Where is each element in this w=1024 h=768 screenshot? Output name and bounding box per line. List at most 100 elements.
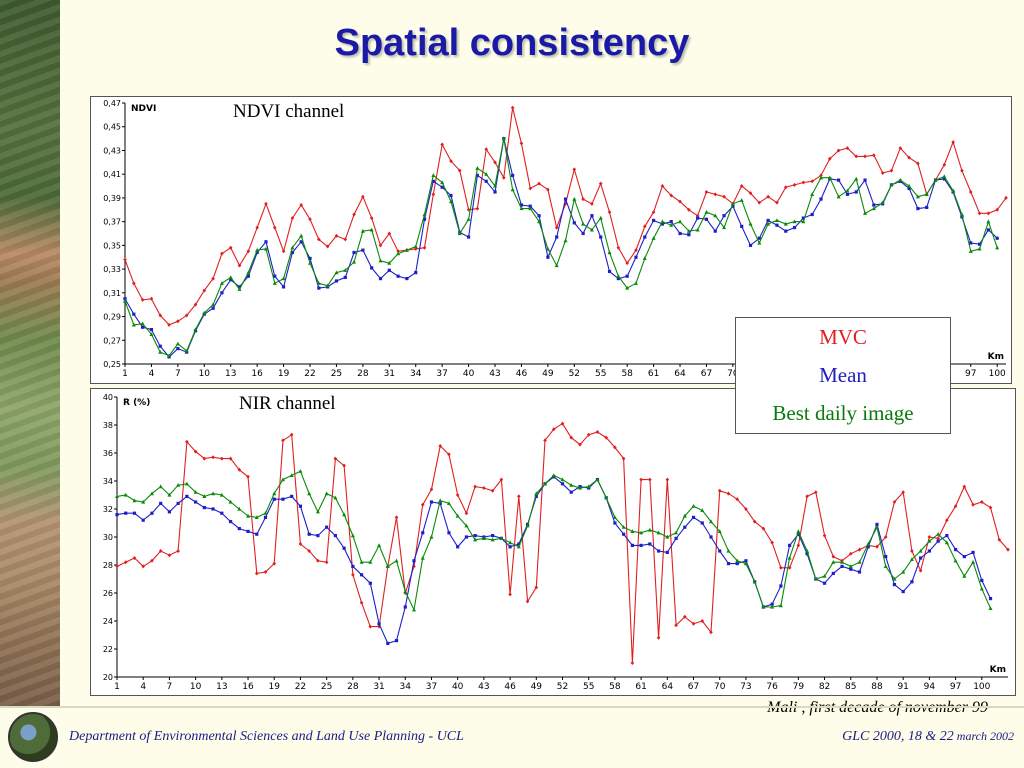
- ndvi-data-point: [783, 221, 788, 226]
- ndvi-data-point: [986, 219, 991, 224]
- nir-data-point: [883, 535, 888, 539]
- nir-data-point: [438, 444, 443, 448]
- ndvi-data-point: [457, 168, 462, 173]
- ndvi-data-point: [590, 201, 594, 206]
- footer-event-date: march 2002: [953, 729, 1014, 743]
- nir-data-point: [246, 474, 250, 479]
- nir-y-tick-label: 26: [103, 589, 113, 598]
- ndvi-data-point: [995, 207, 999, 212]
- ndvi-data-point: [299, 203, 303, 208]
- nir-data-point: [534, 491, 539, 496]
- ndvi-data-point: [845, 188, 850, 193]
- nir-data-point: [159, 501, 163, 505]
- ndvi-data-point: [686, 228, 691, 233]
- ndvi-data-point: [554, 225, 559, 230]
- nir-x-tick-label: 37: [426, 682, 437, 692]
- ndvi-data-point: [775, 223, 779, 227]
- ndvi-data-point: [748, 221, 753, 226]
- ndvi-data-point: [801, 180, 806, 185]
- nir-data-point: [237, 467, 242, 472]
- ndvi-data-point: [211, 276, 215, 281]
- nir-x-tick-label: 100: [973, 682, 990, 692]
- nir-x-axis-label: Km: [990, 665, 1006, 675]
- nir-data-point: [901, 569, 906, 574]
- nir-data-point: [665, 550, 669, 554]
- nir-data-point: [936, 539, 940, 543]
- ndvi-data-point: [642, 256, 647, 261]
- ndvi-x-tick-label: 4: [149, 369, 155, 379]
- nir-data-point: [700, 508, 705, 512]
- nir-data-point: [849, 567, 853, 571]
- ndvi-x-tick-label: 40: [463, 369, 475, 379]
- ndvi-data-point: [220, 291, 224, 295]
- nir-data-point: [150, 558, 154, 563]
- nir-data-point: [543, 481, 548, 486]
- nir-x-tick-label: 22: [295, 682, 306, 692]
- nir-data-point: [586, 484, 591, 489]
- nir-data-point: [316, 534, 320, 538]
- nir-data-point: [508, 545, 512, 549]
- nir-data-point: [124, 511, 128, 515]
- ndvi-y-tick-label: 0,27: [103, 336, 121, 345]
- nir-data-point: [936, 536, 940, 541]
- ndvi-data-point: [229, 278, 233, 282]
- ndvi-data-point: [969, 241, 973, 245]
- ndvi-x-tick-label: 64: [674, 369, 686, 379]
- nir-series-line: [116, 422, 1009, 664]
- nir-x-tick-label: 43: [478, 682, 489, 692]
- ndvi-data-point: [246, 249, 251, 254]
- nir-data-point: [228, 456, 233, 461]
- nir-data-point: [971, 502, 975, 507]
- ndvi-data-point: [502, 175, 506, 180]
- nir-x-tick-label: 49: [531, 682, 543, 692]
- nir-data-point: [351, 572, 355, 577]
- ndvi-data-point: [792, 219, 797, 224]
- ndvi-data-point: [783, 185, 788, 190]
- ndvi-x-tick-label: 22: [304, 369, 315, 379]
- ndvi-data-point: [810, 192, 815, 196]
- ndvi-y-tick-label: 0,31: [103, 289, 121, 298]
- nir-data-point: [289, 432, 294, 437]
- nir-data-point: [927, 539, 932, 543]
- ndvi-data-point: [951, 188, 956, 193]
- ndvi-data-point: [792, 182, 797, 187]
- nir-data-point: [220, 511, 224, 515]
- nir-data-point: [892, 576, 897, 581]
- nir-data-point: [822, 533, 827, 538]
- ndvi-data-point: [484, 179, 488, 183]
- nir-x-tick-label: 67: [688, 682, 699, 692]
- nir-data-point: [350, 533, 355, 538]
- nir-data-point: [333, 456, 338, 461]
- ndvi-data-point: [440, 142, 444, 147]
- nir-y-tick-label: 28: [103, 561, 113, 570]
- ndvi-data-point: [431, 179, 435, 183]
- ndvi-data-point: [704, 217, 709, 221]
- ndvi-data-point: [132, 312, 136, 316]
- nir-data-point: [569, 490, 573, 494]
- ndvi-data-point: [845, 192, 850, 196]
- nir-data-point: [875, 522, 879, 526]
- ndvi-data-point: [986, 228, 990, 232]
- nir-data-point: [315, 509, 320, 514]
- nir-data-point: [176, 549, 180, 553]
- ndvi-data-point: [977, 242, 982, 246]
- nir-data-point: [831, 554, 836, 559]
- ndvi-data-point: [184, 313, 189, 318]
- ndvi-data-point: [907, 186, 911, 191]
- ndvi-data-point: [660, 219, 665, 224]
- nir-data-point: [569, 435, 574, 440]
- ndvi-x-tick-label: 97: [965, 369, 976, 379]
- nir-data-point: [874, 525, 879, 529]
- nir-data-point: [892, 583, 897, 587]
- ndvi-x-tick-label: 7: [175, 369, 181, 379]
- ndvi-data-point: [968, 249, 973, 253]
- ndvi-data-point: [704, 209, 709, 214]
- ndvi-data-point: [360, 228, 365, 233]
- ndvi-data-point: [995, 245, 1000, 250]
- nir-data-point: [814, 490, 818, 495]
- ndvi-data-point: [501, 136, 506, 141]
- ndvi-x-tick-label: 34: [410, 369, 422, 379]
- nir-x-tick-label: 76: [766, 682, 778, 692]
- ndvi-data-point: [440, 180, 445, 185]
- nir-x-tick-label: 40: [452, 682, 464, 692]
